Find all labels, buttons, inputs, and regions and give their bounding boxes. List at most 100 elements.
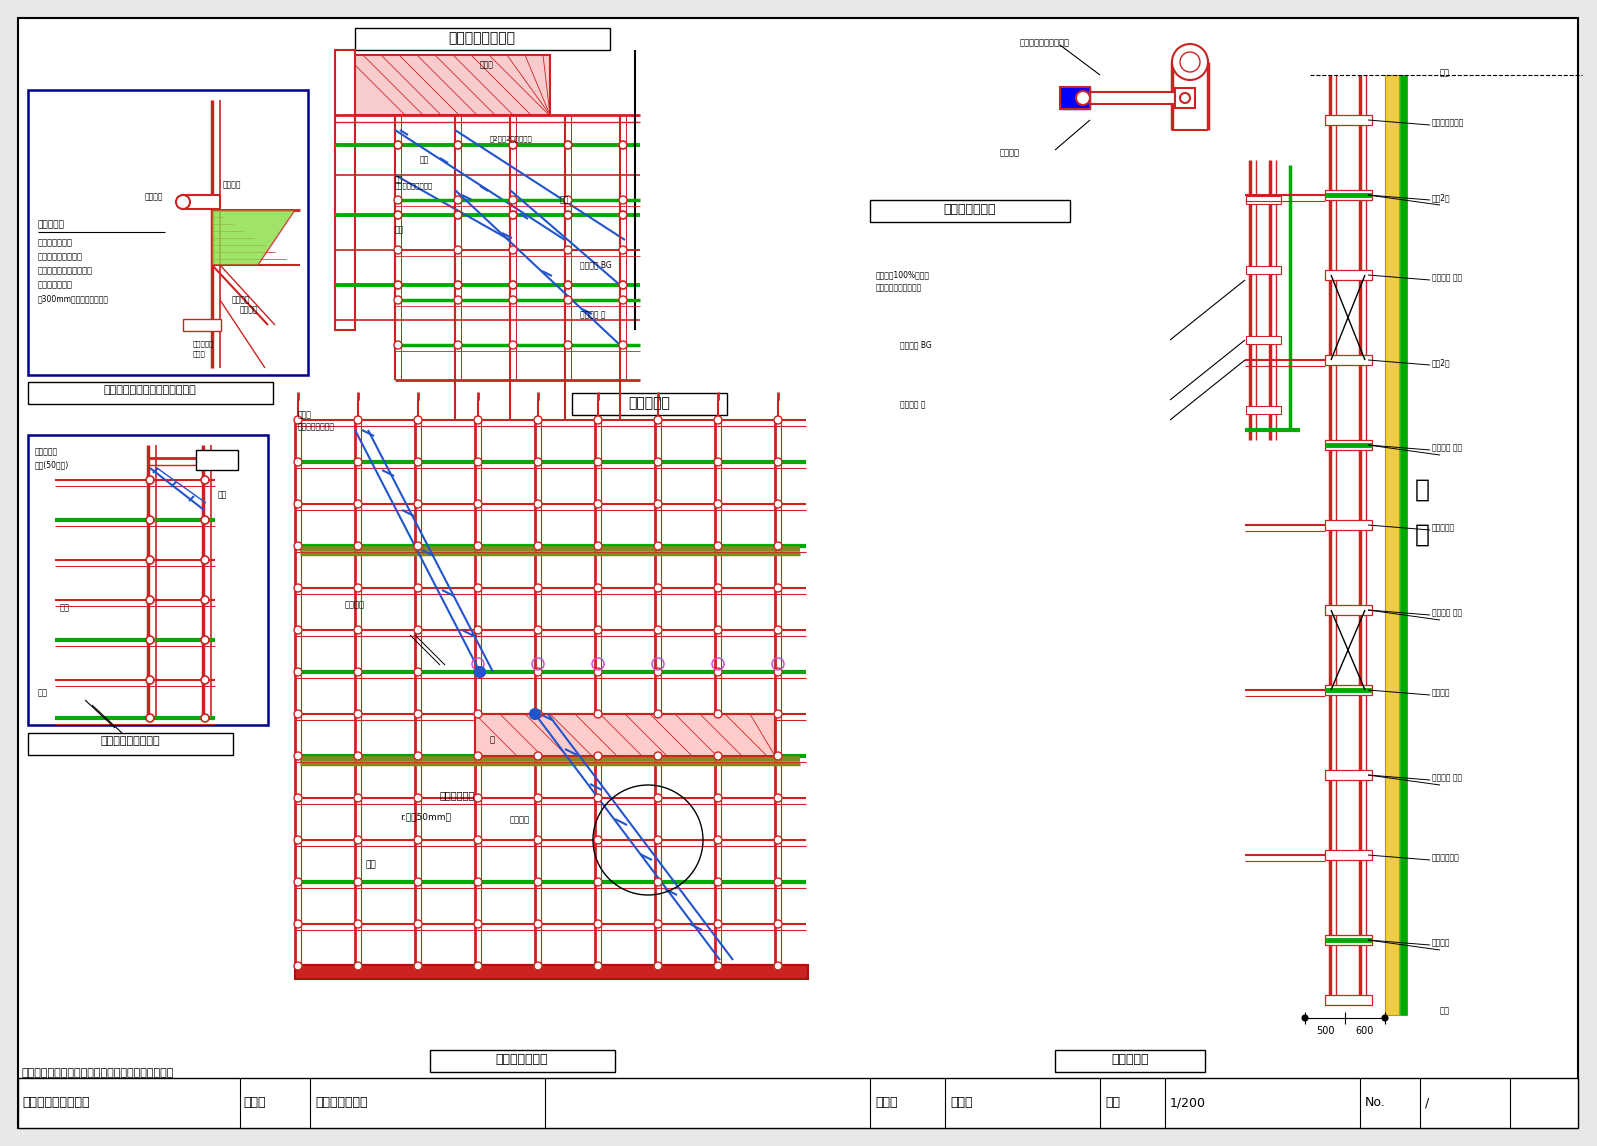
Circle shape: [145, 476, 153, 484]
Circle shape: [655, 416, 663, 424]
Circle shape: [594, 542, 602, 550]
Circle shape: [714, 458, 722, 466]
Circle shape: [294, 878, 302, 886]
Circle shape: [655, 835, 663, 843]
Circle shape: [355, 835, 363, 843]
Text: 接続: 接続: [219, 490, 227, 499]
Text: 工事名: 工事名: [243, 1097, 265, 1109]
Circle shape: [509, 141, 517, 149]
Circle shape: [620, 296, 628, 304]
Polygon shape: [212, 210, 295, 265]
Text: まわり枠 巾: まわり枠 巾: [901, 400, 926, 409]
Text: 断面詳細図: 断面詳細図: [1112, 1053, 1148, 1066]
Circle shape: [594, 668, 602, 676]
Circle shape: [394, 342, 402, 350]
Circle shape: [655, 961, 663, 970]
Circle shape: [294, 961, 302, 970]
Circle shape: [474, 416, 482, 424]
Circle shape: [355, 878, 363, 886]
Circle shape: [509, 196, 517, 204]
Circle shape: [655, 752, 663, 760]
Text: 足場頂上部詳細図: 足場頂上部詳細図: [449, 31, 516, 45]
Text: （2次・2スパン分）: （2次・2スパン分）: [490, 135, 533, 142]
Circle shape: [714, 500, 722, 508]
Circle shape: [414, 668, 422, 676]
Circle shape: [530, 709, 540, 719]
Text: 図面名: 図面名: [875, 1097, 898, 1109]
Circle shape: [414, 626, 422, 634]
Circle shape: [414, 500, 422, 508]
Text: 厚木等）: 厚木等）: [240, 305, 259, 314]
Circle shape: [594, 626, 602, 634]
Circle shape: [474, 626, 482, 634]
Circle shape: [775, 500, 783, 508]
Text: まわり枠 巾広: まわり枠 巾広: [1433, 609, 1463, 618]
Circle shape: [594, 752, 602, 760]
Text: 巾木ルム: 巾木ルム: [1433, 689, 1450, 698]
Text: 梁枠部材組立図: 梁枠部材組立図: [495, 1053, 548, 1066]
Circle shape: [201, 714, 209, 722]
Circle shape: [454, 296, 462, 304]
Bar: [1326, 440, 1372, 450]
Circle shape: [201, 596, 209, 604]
Circle shape: [775, 878, 783, 886]
Circle shape: [474, 835, 482, 843]
Circle shape: [394, 141, 402, 149]
Circle shape: [714, 835, 722, 843]
Text: 足場ブラケットによる隙間塞ぎ: 足場ブラケットによる隙間塞ぎ: [104, 385, 196, 395]
Circle shape: [564, 196, 572, 204]
Circle shape: [1076, 91, 1091, 105]
Text: 敷鉄: 敷鉄: [366, 860, 375, 869]
Bar: [1175, 88, 1195, 108]
Bar: [1246, 406, 1281, 414]
Circle shape: [355, 458, 363, 466]
Bar: [184, 319, 220, 331]
Circle shape: [714, 626, 722, 634]
Circle shape: [714, 920, 722, 928]
Circle shape: [454, 141, 462, 149]
Circle shape: [509, 281, 517, 289]
Circle shape: [201, 676, 209, 684]
Text: 板材（板: 板材（板: [232, 295, 251, 304]
Bar: [196, 450, 238, 470]
Circle shape: [414, 920, 422, 928]
Text: 600: 600: [1356, 1026, 1373, 1036]
Circle shape: [145, 516, 153, 524]
Circle shape: [714, 416, 722, 424]
Circle shape: [355, 668, 363, 676]
Circle shape: [454, 342, 462, 350]
Bar: [1326, 355, 1372, 364]
Text: ボールアンカー　水平: ボールアンカー 水平: [1020, 38, 1070, 47]
Circle shape: [474, 500, 482, 508]
Text: まわり枠 BG: まわり枠 BG: [901, 340, 931, 350]
Circle shape: [533, 961, 541, 970]
Circle shape: [294, 584, 302, 592]
Circle shape: [355, 626, 363, 634]
Text: 筋交い変換前後方: 筋交い変換前後方: [299, 422, 335, 431]
Text: 梁: 梁: [490, 735, 495, 744]
Text: 足場合柱: 足場合柱: [224, 180, 241, 189]
Bar: [1084, 92, 1175, 104]
Text: 建んで: 建んで: [299, 410, 311, 419]
Text: 縮尺: 縮尺: [1105, 1097, 1119, 1109]
Circle shape: [594, 878, 602, 886]
Circle shape: [509, 246, 517, 254]
Circle shape: [594, 794, 602, 802]
Circle shape: [454, 211, 462, 219]
Circle shape: [414, 711, 422, 719]
Circle shape: [1180, 52, 1199, 72]
Text: ４．防炎シート: ４．防炎シート: [38, 280, 73, 289]
Bar: [345, 55, 549, 115]
Circle shape: [594, 416, 602, 424]
Circle shape: [594, 835, 602, 843]
Bar: [1326, 995, 1372, 1005]
Circle shape: [533, 668, 541, 676]
Text: コンパネ養生: コンパネ養生: [441, 790, 476, 800]
Circle shape: [594, 584, 602, 592]
Circle shape: [1302, 1015, 1308, 1021]
Text: １．安全ネット: １．安全ネット: [38, 238, 73, 248]
Bar: [1385, 74, 1399, 1015]
Circle shape: [394, 196, 402, 204]
Circle shape: [1172, 44, 1207, 80]
Text: 水平: 水平: [420, 155, 430, 164]
